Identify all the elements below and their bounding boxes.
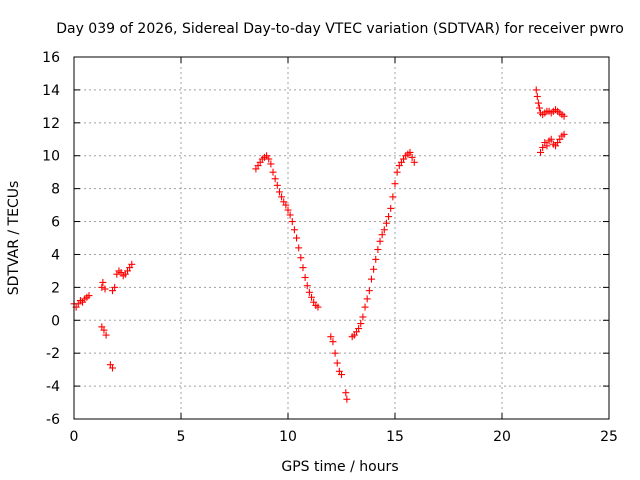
data-point bbox=[329, 338, 337, 346]
data-point bbox=[535, 104, 543, 112]
data-point bbox=[359, 313, 367, 321]
data-point bbox=[365, 287, 373, 295]
y-axis-label: SDTVAR / TECUs bbox=[6, 181, 22, 296]
data-point bbox=[101, 285, 109, 293]
data-point bbox=[327, 333, 335, 341]
data-point bbox=[355, 325, 363, 332]
data-point bbox=[109, 364, 117, 372]
chart-title: Day 039 of 2026, Sidereal Day-to-day VTE… bbox=[56, 21, 624, 37]
data-point bbox=[278, 193, 286, 201]
y-tick-label: 0 bbox=[51, 313, 60, 329]
data-point bbox=[338, 371, 345, 379]
y-tick-label: -4 bbox=[46, 379, 60, 395]
y-tick-label: 8 bbox=[51, 182, 60, 198]
data-point bbox=[367, 275, 375, 283]
data-point bbox=[269, 168, 277, 176]
data-point bbox=[406, 148, 414, 156]
data-point bbox=[308, 293, 316, 301]
data-point bbox=[100, 326, 108, 334]
data-point bbox=[271, 175, 279, 183]
data-point bbox=[380, 226, 388, 234]
data-point bbox=[102, 331, 110, 339]
data-point bbox=[385, 213, 393, 221]
grid-lines bbox=[74, 57, 609, 419]
data-point bbox=[299, 264, 307, 272]
data-point bbox=[288, 218, 296, 226]
y-tick-label: 10 bbox=[42, 149, 60, 165]
data-point bbox=[357, 320, 365, 328]
data-point bbox=[372, 255, 380, 263]
x-tick-label: 15 bbox=[386, 429, 404, 445]
data-point bbox=[314, 303, 322, 311]
data-point bbox=[99, 278, 107, 286]
data-point bbox=[305, 288, 313, 296]
plot-frame bbox=[73, 56, 610, 420]
x-tick-label: 5 bbox=[177, 429, 186, 445]
data-point bbox=[361, 303, 369, 311]
data-point bbox=[265, 155, 273, 163]
data-point bbox=[533, 92, 541, 100]
data-point bbox=[267, 160, 275, 168]
data-point bbox=[560, 130, 568, 138]
data-point bbox=[532, 86, 540, 94]
data-point bbox=[282, 201, 290, 209]
data-point bbox=[273, 181, 281, 189]
x-tick-label: 10 bbox=[279, 429, 297, 445]
y-tick-label: -2 bbox=[46, 346, 60, 362]
y-tick-label: 2 bbox=[51, 280, 60, 296]
y-tick-label: 6 bbox=[51, 215, 60, 231]
data-points bbox=[70, 86, 568, 403]
y-tick-label: 4 bbox=[51, 247, 60, 263]
data-point bbox=[539, 144, 547, 151]
data-point bbox=[543, 142, 551, 150]
data-point bbox=[408, 153, 416, 161]
data-point bbox=[410, 158, 418, 166]
data-point bbox=[382, 219, 390, 227]
data-point bbox=[301, 273, 309, 281]
data-point bbox=[547, 135, 555, 143]
x-tick-label: 0 bbox=[70, 429, 79, 445]
data-point bbox=[376, 237, 384, 245]
x-tick-label: 25 bbox=[600, 429, 618, 445]
x-axis-label: GPS time / hours bbox=[281, 459, 398, 475]
data-point bbox=[343, 395, 351, 403]
data-point bbox=[333, 359, 341, 367]
data-point bbox=[534, 99, 542, 107]
y-tick-label: 12 bbox=[42, 116, 60, 132]
data-point bbox=[128, 260, 136, 268]
data-point bbox=[275, 188, 283, 196]
data-point bbox=[295, 244, 303, 252]
data-point bbox=[98, 283, 106, 291]
data-point bbox=[378, 231, 386, 239]
data-point bbox=[111, 283, 119, 291]
data-point bbox=[286, 211, 294, 219]
data-point bbox=[374, 246, 382, 254]
data-point bbox=[370, 265, 378, 273]
data-point bbox=[293, 234, 301, 242]
data-point bbox=[389, 193, 397, 201]
data-point bbox=[303, 282, 311, 290]
y-tick-label: 14 bbox=[42, 83, 60, 99]
data-point bbox=[342, 389, 350, 397]
data-point bbox=[393, 168, 401, 176]
data-point bbox=[331, 349, 339, 357]
data-point bbox=[85, 292, 93, 300]
data-point bbox=[290, 226, 298, 234]
data-point bbox=[537, 148, 545, 156]
data-point bbox=[387, 204, 395, 212]
data-point bbox=[284, 206, 292, 214]
y-tick-label: -6 bbox=[46, 412, 60, 428]
data-point bbox=[391, 180, 399, 188]
data-point bbox=[363, 295, 371, 303]
y-tick-label: 16 bbox=[42, 50, 60, 66]
x-tick-label: 20 bbox=[493, 429, 511, 445]
data-point bbox=[560, 112, 568, 120]
data-point bbox=[297, 254, 305, 262]
